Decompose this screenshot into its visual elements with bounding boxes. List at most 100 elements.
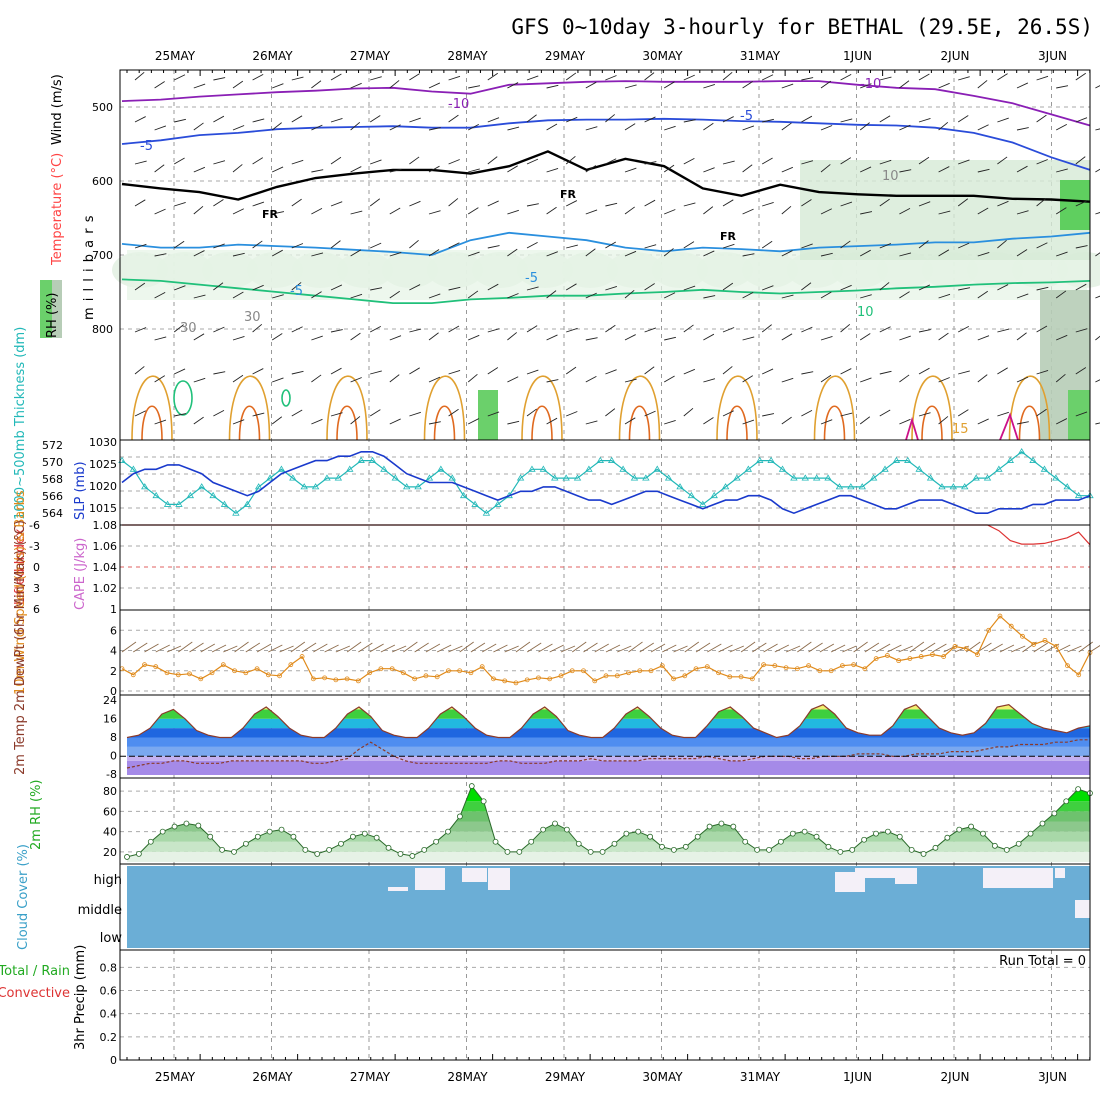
rh2m-panel [124, 783, 1093, 862]
thickness-point [129, 465, 138, 472]
wind-barb [291, 198, 302, 207]
wind-barb [213, 160, 226, 165]
wind-barb [271, 416, 283, 425]
rh2m-point [1027, 830, 1034, 837]
wind-barb [860, 83, 872, 89]
wind-barb [213, 199, 224, 207]
wind-speed-point [806, 663, 812, 669]
wind-barb-10m [538, 643, 553, 653]
wind-barb-10m [335, 645, 351, 653]
wind-barb-10m [211, 644, 227, 653]
precip-tick-label: 0.2 [100, 1031, 118, 1044]
rh-shade-saturated [478, 390, 498, 440]
wind-barb [840, 240, 851, 249]
wind-speed-point [1020, 633, 1025, 639]
wind-barb [526, 75, 539, 81]
rh2m-point [801, 828, 808, 835]
wind-barb [566, 244, 578, 249]
wind-speed-point [704, 664, 710, 670]
isotherm-20-loop [628, 405, 651, 441]
wind-barb-10m [842, 645, 857, 653]
wind-barb [213, 326, 225, 333]
rh-color-band [127, 851, 1090, 862]
wind-barb-10m [178, 641, 193, 653]
cloud-gap [1075, 900, 1090, 918]
wind-speed-point [986, 627, 992, 633]
wind-barb [213, 243, 225, 249]
dewpoint-line [126, 739, 1090, 769]
cloud-panel [127, 866, 1090, 948]
thickness-point [243, 500, 251, 507]
wind-speed-point [502, 678, 508, 684]
wind-speed-point [671, 676, 676, 682]
isotherm-15-loop [911, 375, 953, 441]
wind-barb [722, 243, 735, 249]
wind-speed-point [659, 663, 665, 669]
thickness-point [1052, 474, 1060, 481]
wind-barb [703, 122, 714, 131]
wind-barb [507, 420, 520, 425]
wind-barb [585, 337, 598, 341]
wind-barb [840, 412, 853, 417]
contour-label: 15 [952, 422, 969, 437]
rh2m-point [326, 846, 333, 853]
wind-speed-point [220, 662, 226, 668]
wind-barb [154, 336, 167, 341]
wind-barb [644, 116, 656, 123]
wind-barb [879, 76, 892, 81]
wind-barb [369, 325, 382, 333]
thickness-point [812, 474, 821, 481]
wind-barb-10m [313, 643, 328, 653]
wind-barb [487, 200, 499, 207]
wind-barb [193, 250, 205, 257]
wind-barb [409, 239, 419, 249]
wind-barb [820, 164, 831, 173]
wind-barb-10m [448, 645, 463, 653]
wind-barb-10m [819, 643, 835, 653]
wind-barb [252, 118, 265, 123]
wind-barb [977, 252, 990, 257]
thickness-point [368, 456, 377, 463]
thickness-point [744, 465, 753, 472]
wind-barb [624, 289, 635, 299]
wind-barb [879, 409, 891, 417]
wind-barb [820, 419, 833, 425]
wind-barb [644, 283, 655, 291]
wind-barb [801, 115, 813, 123]
contour-label: -5 [525, 271, 538, 286]
wind-barb-10m [414, 642, 429, 653]
wind-speed-point [794, 666, 800, 672]
contour-label: FR [262, 208, 279, 221]
thickness-point [938, 483, 946, 490]
date-label-bottom: 31MAY [740, 1070, 781, 1084]
wind-barb-10m [481, 643, 497, 653]
wind-barb [840, 118, 853, 123]
thickness-point [881, 465, 889, 472]
thickness-point [710, 491, 718, 499]
wind-barb [409, 328, 422, 333]
temp-color-band [127, 760, 1090, 775]
thickness-tick-label: 566 [42, 490, 63, 503]
wind-barb [624, 378, 637, 383]
wind-barb [997, 239, 1007, 249]
wind-barb-10m [797, 641, 812, 653]
wind-speed-point [153, 664, 159, 670]
wind-barb [762, 118, 774, 123]
wind-barb [801, 326, 813, 333]
wind-barb [507, 82, 519, 89]
wind-barb [193, 416, 204, 425]
temp2m-axis-label: 2m Temp 2m DewPt (6hr Min/Max) (°C) [13, 520, 28, 775]
wind-barb [350, 166, 362, 173]
rh2m-point [409, 853, 416, 859]
wind-barb [938, 377, 950, 383]
thickness-point [642, 474, 650, 481]
wind-barb [722, 160, 735, 165]
thickness-point [790, 474, 798, 481]
axis-labels: 25MAY 25MAY 26MAY 26MAY 27MAY 27MAY 28MAY 28MAY… [0, 49, 1067, 1084]
wind-barb-10m [853, 641, 868, 653]
wind-speed-point [1065, 663, 1070, 669]
rh2m-point [552, 820, 558, 827]
wind-barb [174, 202, 186, 207]
wind-barb [879, 326, 891, 333]
